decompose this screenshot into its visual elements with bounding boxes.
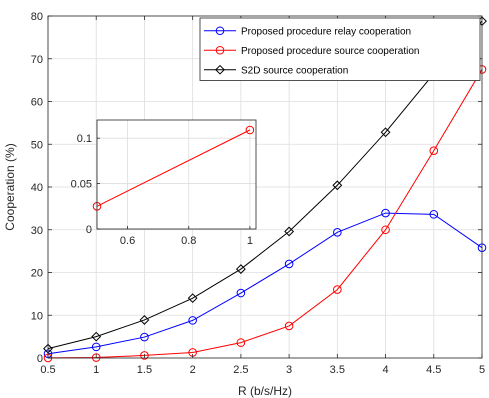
inset-data-point [245,125,255,135]
x-tick-label: 4.5 [426,364,441,376]
inset-tick-labels: 0.6 0.8 1 0 0.05 0.1 [71,133,253,247]
data-point-proposed-procedure-source-cooperation [381,225,390,235]
data-point-s2d-source-cooperation [380,127,391,138]
data-point-proposed-procedure-relay-cooperation [140,332,149,342]
legend: Proposed procedure relay cooperation Prop… [199,17,481,81]
data-point-s2d-source-cooperation [91,331,102,342]
legend-label: S2D source cooperation [241,65,348,76]
x-tick-label: 3 [286,364,292,376]
data-point-proposed-procedure-relay-cooperation [91,342,101,352]
data-point-proposed-procedure-relay-cooperation [333,228,342,237]
y-tick-label: 20 [31,268,43,280]
x-tick-label: 1 [93,364,99,376]
x-tick-label: 3.5 [330,364,345,376]
series-line-proposed-procedure-relay-cooperation [47,212,483,355]
series-line-s2d-source-cooperation [47,20,483,350]
inset-y-tick-label: 0.05 [71,179,92,191]
data-point-proposed-procedure-relay-cooperation [429,210,439,219]
x-tick-label: 1.5 [137,364,152,376]
data-point-s2d-source-cooperation [284,226,295,237]
main-series-lines [47,20,483,359]
data-point-proposed-procedure-source-cooperation [91,353,101,362]
inset-y-tick-label: 0.1 [77,133,92,145]
y-tick-label: 50 [31,139,43,151]
inset-series-lines [96,129,251,207]
y-tick-label: 0 [37,353,43,365]
y-axis-label: Cooperation (%) [3,143,17,230]
legend-entry-s2d-source-cooperation: S2D source cooperation [204,64,348,76]
inset-x-tick-label: 0.8 [181,235,196,247]
y-tick-label: 80 [31,11,43,23]
legend-box [199,17,481,81]
x-tick-label: 2.5 [233,364,248,376]
legend-entry-proposed-procedure-source-cooperation: Proposed procedure source cooperation [204,46,419,57]
y-tick-label: 70 [31,54,43,66]
inset-plot: 0.6 0.8 1 0 0.05 0.1 [71,119,257,247]
inset-y-tick-label: 0 [86,224,92,236]
data-point-proposed-procedure-source-cooperation [284,321,294,331]
legend-swatch-marker [215,26,225,36]
y-tick-label: 10 [31,310,43,322]
data-point-proposed-procedure-source-cooperation [333,285,342,294]
x-tick-label: 4 [382,364,388,376]
legend-swatch-marker [215,45,225,55]
data-point-proposed-procedure-source-cooperation [140,351,149,360]
data-point-s2d-source-cooperation [187,293,198,304]
x-axis-label: R (b/s/Hz) [238,384,292,398]
data-point-s2d-source-cooperation [235,264,246,274]
data-point-proposed-procedure-source-cooperation [236,338,246,347]
data-point-proposed-procedure-source-cooperation [429,146,439,155]
y-tick-label: 60 [31,97,43,109]
inset-x-tick-label: 1 [247,235,253,247]
y-tick-label: 30 [31,225,43,237]
x-tick-label: 5 [479,364,485,376]
y-tick-label: 40 [31,182,43,194]
inset-frame [96,119,257,230]
legend-swatch-marker [215,64,225,75]
data-point-s2d-source-cooperation [332,180,343,191]
data-point-proposed-procedure-relay-cooperation [381,208,390,218]
data-point-proposed-procedure-relay-cooperation [236,288,246,298]
x-tick-label: 2 [190,364,196,376]
series-line-proposed-procedure-source-cooperation [47,69,483,359]
x-tick-label: 0.5 [40,364,55,376]
data-point-proposed-procedure-relay-cooperation [188,316,197,325]
inset-x-tick-label: 0.6 [120,235,135,247]
inset-series-line [96,129,251,207]
legend-label: Proposed procedure relay cooperation [241,26,411,37]
data-point-proposed-procedure-relay-cooperation [284,259,294,269]
legend-label: Proposed procedure source cooperation [241,46,419,57]
inset-background [97,120,256,229]
data-point-s2d-source-cooperation [139,315,150,325]
legend-entry-proposed-procedure-relay-cooperation: Proposed procedure relay cooperation [204,26,411,37]
